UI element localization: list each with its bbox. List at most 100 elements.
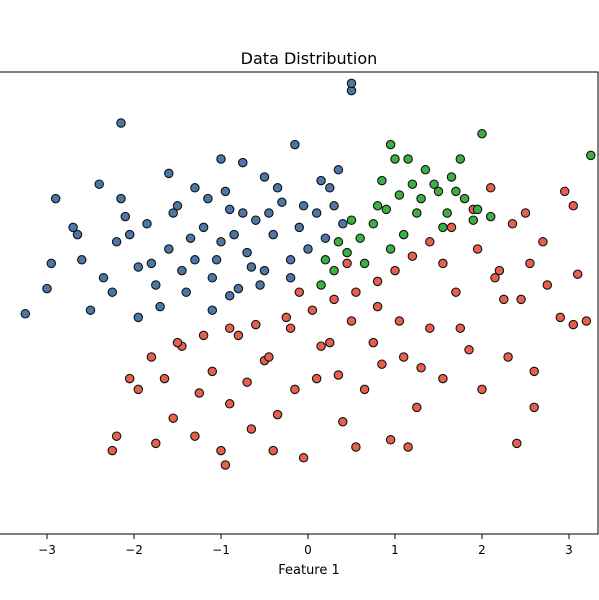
data-point-s0-64: [124, 229, 135, 240]
data-point-s1-0: [124, 373, 135, 384]
data-point-s0-69: [238, 208, 248, 218]
data-point-s1-56: [198, 330, 209, 341]
data-point-s1-7: [216, 445, 226, 456]
data-point-s1-9: [233, 330, 244, 341]
plot-frame: [0, 71, 599, 535]
data-point-s1-19: [359, 384, 370, 395]
data-point-s1-71: [351, 442, 361, 452]
data-point-s1-3: [168, 413, 178, 423]
data-point-s0-19: [198, 222, 209, 233]
data-point-s0-8: [98, 273, 109, 283]
data-point-s1-79: [264, 352, 274, 362]
data-point-s0-60: [246, 262, 257, 272]
data-point-s0-56: [255, 280, 265, 290]
data-point-s2-6: [394, 190, 405, 200]
data-points-layer: [20, 78, 596, 470]
data-point-s1-80: [438, 258, 448, 269]
data-point-s0-37: [346, 78, 357, 89]
data-point-s2-5: [381, 204, 392, 215]
data-point-s0-66: [264, 208, 274, 218]
x-tick-label-0: −3: [38, 543, 56, 557]
data-point-s0-53: [77, 255, 87, 265]
data-point-s1-12: [272, 409, 283, 420]
data-point-s0-50: [220, 186, 231, 197]
data-point-s1-70: [268, 445, 278, 456]
data-point-s2-11: [459, 193, 470, 204]
data-point-s1-77: [368, 337, 379, 348]
data-point-s2-33: [451, 186, 461, 197]
data-point-s1-84: [342, 258, 352, 269]
data-point-s0-52: [316, 175, 326, 186]
data-point-s0-61: [185, 233, 196, 243]
data-point-s1-26: [451, 287, 461, 297]
data-point-s1-20: [372, 301, 383, 312]
data-point-s1-30: [503, 352, 513, 362]
data-point-s0-44: [85, 305, 96, 315]
data-point-s1-40: [538, 237, 548, 247]
data-point-s1-18: [346, 316, 357, 326]
x-axis-ticks: −3 −2 −1 0 1 2 3: [38, 534, 573, 557]
x-tick-label-6: 3: [565, 543, 573, 557]
data-point-s2-29: [416, 193, 426, 204]
data-point-s1-27: [464, 345, 474, 355]
x-axis-label: Feature 1: [278, 563, 340, 578]
data-point-s1-85: [294, 287, 305, 297]
data-point-s0-15: [164, 244, 174, 254]
data-point-s0-9: [111, 237, 122, 247]
data-point-s0-62: [229, 229, 239, 240]
data-point-s2-16: [385, 139, 396, 150]
data-point-s0-68: [203, 193, 213, 204]
data-point-s2-18: [429, 179, 439, 189]
data-point-s1-50: [351, 287, 361, 297]
data-point-s2-9: [433, 186, 444, 197]
data-point-s0-46: [207, 305, 218, 315]
x-tick-label-1: −2: [125, 543, 143, 557]
data-point-s1-39: [568, 201, 579, 211]
data-point-s1-69: [220, 460, 231, 470]
data-point-s0-51: [272, 183, 283, 193]
data-point-s1-64: [377, 359, 387, 369]
data-point-s1-22: [398, 352, 409, 362]
data-point-s0-11: [120, 211, 131, 222]
data-point-s2-0: [316, 280, 326, 290]
data-point-s0-38: [290, 139, 300, 150]
data-point-s0-58: [325, 183, 335, 193]
data-point-s0-12: [133, 262, 144, 272]
data-point-s0-14: [151, 280, 161, 290]
data-point-s1-52: [307, 305, 318, 315]
data-point-s1-36: [572, 269, 583, 279]
data-point-s1-74: [151, 438, 161, 449]
data-point-s2-2: [342, 247, 352, 258]
data-point-s0-29: [285, 255, 296, 265]
data-point-s1-17: [338, 417, 348, 427]
data-point-s1-41: [520, 208, 531, 218]
data-point-s2-22: [412, 208, 422, 218]
data-point-s0-65: [172, 201, 183, 211]
data-point-s0-55: [211, 255, 222, 265]
data-point-s0-48: [155, 301, 165, 312]
data-point-s1-72: [403, 442, 413, 452]
data-point-s0-28: [277, 197, 287, 207]
data-point-s0-47: [224, 291, 235, 301]
x-tick-label-2: −1: [212, 543, 230, 557]
data-point-s1-37: [581, 316, 592, 326]
data-point-s0-57: [285, 273, 296, 283]
data-point-s1-2: [133, 384, 144, 395]
x-tick-label-5: 2: [478, 543, 486, 557]
data-point-s1-83: [394, 316, 405, 326]
data-point-s2-30: [372, 201, 383, 211]
data-point-s0-4: [46, 258, 57, 269]
data-point-s1-62: [290, 384, 300, 395]
data-point-s0-5: [42, 283, 52, 294]
data-point-s1-76: [529, 366, 539, 377]
data-point-s0-41: [259, 172, 270, 182]
data-point-s0-63: [298, 201, 309, 211]
data-point-s0-18: [190, 255, 200, 265]
x-tick-label-3: 0: [304, 543, 312, 557]
data-point-s1-16: [325, 337, 335, 348]
data-point-s1-35: [568, 319, 579, 330]
data-point-s1-10: [246, 424, 257, 434]
data-point-s2-13: [485, 211, 496, 222]
data-point-s1-57: [172, 337, 183, 348]
